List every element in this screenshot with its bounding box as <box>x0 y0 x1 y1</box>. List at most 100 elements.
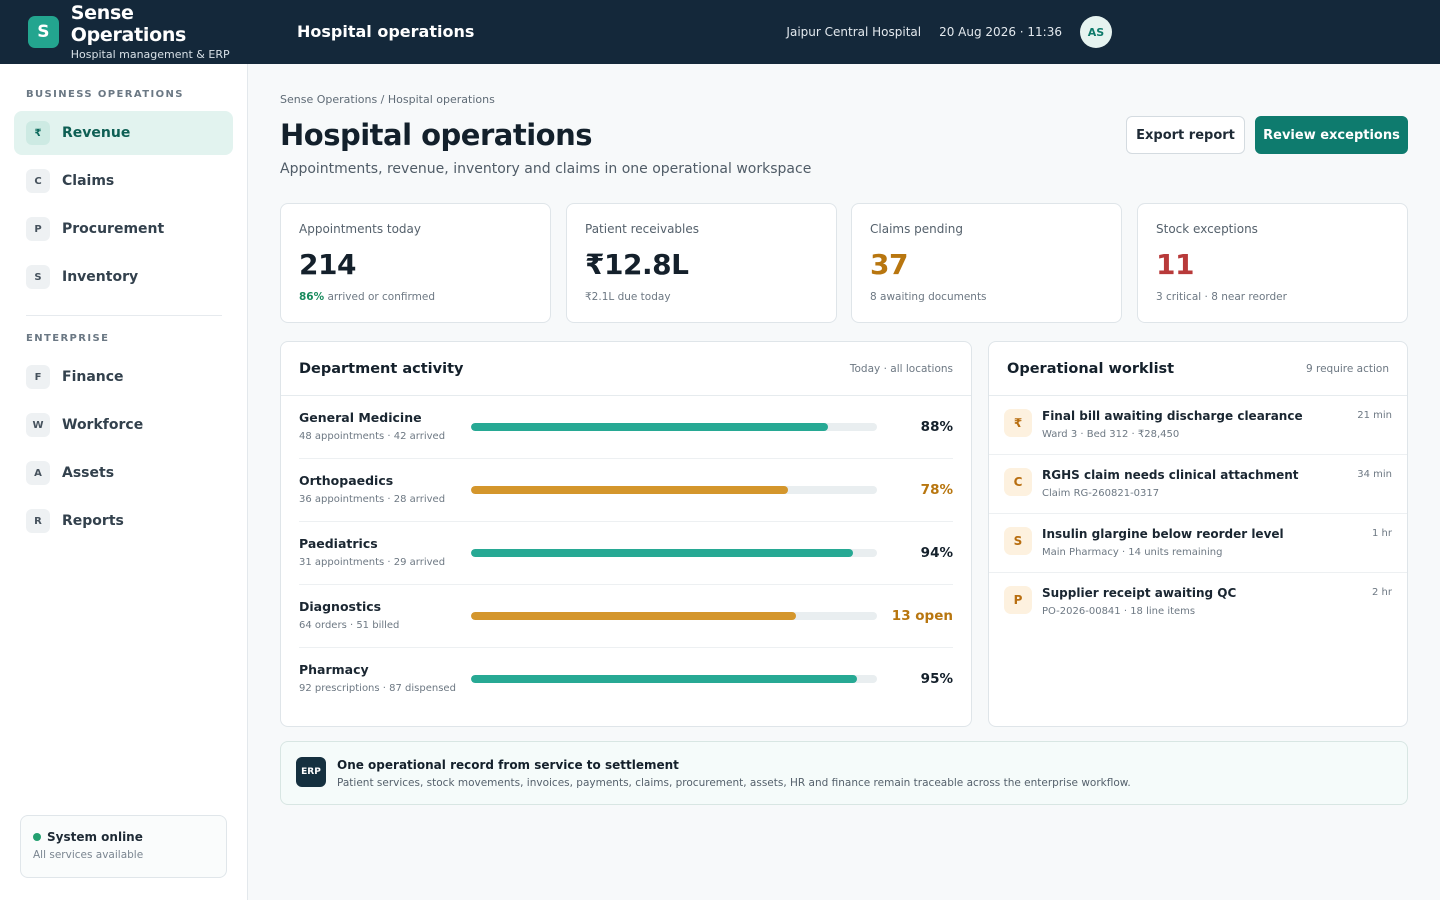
department-name: General Medicine <box>299 410 422 425</box>
worklist-count: 9 require action <box>1305 362 1389 375</box>
kpi-label: Claims pending <box>870 222 963 236</box>
review-exceptions-button[interactable]: Review exceptions <box>1255 116 1408 154</box>
kpi-note: ₹2.1L due today <box>585 291 671 303</box>
kpi-label: Patient receivables <box>585 222 700 236</box>
kpi-note: 3 critical · 8 near reorder <box>1156 291 1287 303</box>
worklist-item-detail: PO-2026-00841 · 18 line items <box>1042 606 1196 617</box>
department-value: 94% <box>920 545 953 561</box>
sidebar-item-label: Workforce <box>62 417 144 433</box>
sidebar-item-label: Finance <box>62 369 124 385</box>
department-row[interactable]: General Medicine 48 appointments · 42 ar… <box>299 396 953 459</box>
worklist-item-detail: Claim RG-260821-0317 <box>1042 488 1160 499</box>
worklist-item-detail: Ward 3 · Bed 312 · ₹28,450 <box>1042 429 1180 440</box>
department-detail: 92 prescriptions · 87 dispensed <box>299 683 456 694</box>
sidebar-item-inventory[interactable]: S Inventory <box>14 255 233 299</box>
brand[interactable]: S Sense Operations Hospital management &… <box>0 2 248 63</box>
progress-fill <box>471 423 829 431</box>
kpi-card-appointments[interactable]: Appointments today 214 86% arrived or co… <box>280 203 551 323</box>
department-value: 78% <box>920 482 953 498</box>
sidebar-item-procurement[interactable]: P Procurement <box>14 207 233 251</box>
progress-bar <box>471 675 877 683</box>
panel-title: Department activity <box>299 360 464 377</box>
panel-header: Operational worklist 9 require action <box>989 342 1407 396</box>
department-value: 88% <box>920 419 953 435</box>
sidebar-divider <box>26 315 222 316</box>
user-avatar[interactable]: AS <box>1080 16 1112 48</box>
department-name: Diagnostics <box>299 599 382 614</box>
progress-fill <box>471 612 796 620</box>
breadcrumb: Sense Operations / Hospital operations <box>280 93 495 106</box>
sidebar-item-label: Claims <box>62 173 115 189</box>
rupee-icon: ₹ <box>1004 409 1032 437</box>
assets-icon: A <box>26 461 50 485</box>
procurement-icon: P <box>26 217 50 241</box>
hospital-selector[interactable]: Jaipur Central Hospital <box>786 25 922 39</box>
worklist-item-time: 21 min <box>1357 410 1392 421</box>
info-description: Patient services, stock movements, invoi… <box>337 777 1131 789</box>
system-status-card: System online All services available <box>20 815 227 878</box>
department-activity-panel: Department activity Today · all location… <box>280 341 972 727</box>
department-detail: 31 appointments · 29 arrived <box>299 557 446 568</box>
status-subtitle: All services available <box>33 849 144 861</box>
progress-bar <box>471 423 877 431</box>
panel-filter[interactable]: Today · all locations <box>849 362 953 375</box>
revenue-icon: ₹ <box>26 121 50 145</box>
sidebar-item-label: Procurement <box>62 221 165 237</box>
reports-icon: R <box>26 509 50 533</box>
department-row[interactable]: Pharmacy 92 prescriptions · 87 dispensed… <box>299 648 953 711</box>
kpi-card-claims-pending[interactable]: Claims pending 37 8 awaiting documents <box>851 203 1122 323</box>
department-name: Paediatrics <box>299 536 378 551</box>
worklist-item[interactable]: P Supplier receipt awaiting QC PO-2026-0… <box>989 573 1407 632</box>
kpi-label: Stock exceptions <box>1156 222 1258 236</box>
kpi-card-stock-exceptions[interactable]: Stock exceptions 11 3 critical · 8 near … <box>1137 203 1408 323</box>
sidebar-item-label: Assets <box>62 465 115 481</box>
erp-icon: ERP <box>296 757 326 787</box>
finance-icon: F <box>26 365 50 389</box>
panel-title: Operational worklist <box>1007 360 1175 377</box>
progress-fill <box>471 675 857 683</box>
claims-icon: C <box>1004 468 1032 496</box>
topbar-right: Jaipur Central Hospital 20 Aug 2026 · 11… <box>768 16 1112 48</box>
sidebar-item-assets[interactable]: A Assets <box>14 451 233 495</box>
section-label-enterprise: ENTERPRISE <box>26 333 110 344</box>
status-title: System online <box>33 830 214 844</box>
department-detail: 64 orders · 51 billed <box>299 620 400 631</box>
info-title: One operational record from service to s… <box>337 758 679 772</box>
worklist-item-title: Final bill awaiting discharge clearance <box>1042 409 1303 423</box>
kpi-value: 214 <box>299 248 356 281</box>
sidebar: BUSINESS OPERATIONS ₹ Revenue C Claims P… <box>0 64 248 900</box>
export-report-button[interactable]: Export report <box>1126 116 1245 154</box>
department-row[interactable]: Paediatrics 31 appointments · 29 arrived… <box>299 522 953 585</box>
progress-bar <box>471 549 877 557</box>
worklist-item-time: 1 hr <box>1372 528 1392 539</box>
progress-bar <box>471 486 877 494</box>
sidebar-item-workforce[interactable]: W Workforce <box>14 403 233 447</box>
app-logo-icon: S <box>28 16 59 48</box>
kpi-card-receivables[interactable]: Patient receivables ₹12.8L ₹2.1L due tod… <box>566 203 837 323</box>
worklist-item-title: Supplier receipt awaiting QC <box>1042 586 1237 600</box>
topbar-title: Hospital operations <box>297 22 475 41</box>
sidebar-item-label: Reports <box>62 513 124 529</box>
sidebar-item-claims[interactable]: C Claims <box>14 159 233 203</box>
department-value: 13 open <box>891 608 953 624</box>
kpi-note-highlight: 86% <box>299 291 325 303</box>
worklist-item[interactable]: C RGHS claim needs clinical attachment C… <box>989 455 1407 514</box>
kpi-note: 8 awaiting documents <box>870 291 987 303</box>
sidebar-item-reports[interactable]: R Reports <box>14 499 233 543</box>
workforce-icon: W <box>26 413 50 437</box>
department-row[interactable]: Diagnostics 64 orders · 51 billed 13 ope… <box>299 585 953 648</box>
panel-header: Department activity Today · all location… <box>281 342 971 396</box>
department-row[interactable]: Orthopaedics 36 appointments · 28 arrive… <box>299 459 953 522</box>
worklist-item[interactable]: ₹ Final bill awaiting discharge clearanc… <box>989 396 1407 455</box>
progress-fill <box>471 549 853 557</box>
sidebar-item-revenue[interactable]: ₹ Revenue <box>14 111 233 155</box>
kpi-note: 86% arrived or confirmed <box>299 291 532 303</box>
sidebar-item-finance[interactable]: F Finance <box>14 355 233 399</box>
status-dot-icon <box>33 833 41 841</box>
operational-worklist-panel: Operational worklist 9 require action ₹ … <box>988 341 1408 727</box>
kpi-value: 11 <box>1156 248 1194 281</box>
department-detail: 48 appointments · 42 arrived <box>299 431 446 442</box>
worklist-item[interactable]: S Insulin glargine below reorder level M… <box>989 514 1407 573</box>
worklist-item-time: 2 hr <box>1372 587 1392 598</box>
sidebar-item-label: Revenue <box>62 125 131 141</box>
